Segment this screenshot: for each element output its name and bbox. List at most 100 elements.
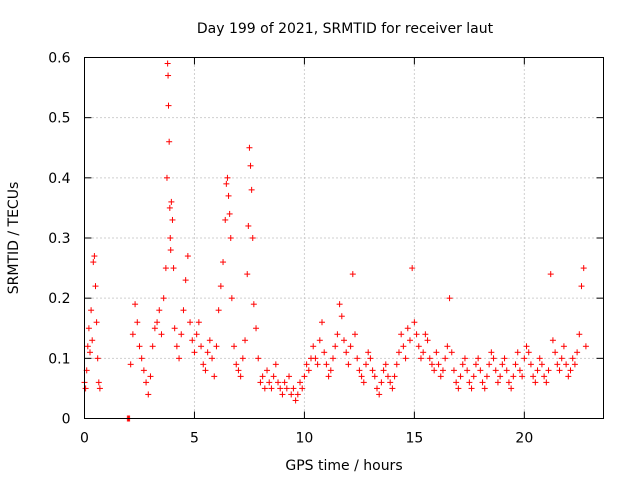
data-point bbox=[516, 367, 523, 374]
data-point bbox=[233, 361, 240, 368]
data-point bbox=[538, 361, 545, 368]
data-point bbox=[283, 385, 290, 392]
data-point bbox=[165, 72, 172, 79]
data-point bbox=[168, 198, 175, 205]
data-point bbox=[569, 355, 576, 362]
data-point bbox=[459, 361, 466, 368]
data-point bbox=[136, 343, 143, 350]
data-point bbox=[472, 361, 479, 368]
data-point bbox=[89, 337, 96, 344]
y-tick-label: 0.4 bbox=[48, 171, 70, 187]
data-point bbox=[325, 373, 332, 380]
data-point bbox=[503, 367, 510, 374]
data-point bbox=[534, 367, 541, 374]
data-point bbox=[426, 355, 433, 362]
data-point bbox=[501, 355, 508, 362]
data-point bbox=[178, 331, 185, 338]
data-point bbox=[268, 385, 275, 392]
data-point bbox=[461, 355, 468, 362]
data-point bbox=[369, 367, 376, 374]
data-point bbox=[294, 391, 301, 398]
data-point bbox=[160, 295, 167, 302]
data-point bbox=[387, 379, 394, 386]
data-point bbox=[151, 325, 158, 332]
plot-frame bbox=[84, 57, 604, 419]
data-point bbox=[475, 355, 482, 362]
data-point bbox=[466, 379, 473, 386]
data-point bbox=[371, 373, 378, 380]
x-tick-label: 15 bbox=[405, 431, 423, 447]
data-point bbox=[563, 361, 570, 368]
data-point bbox=[316, 337, 323, 344]
data-point bbox=[147, 373, 154, 380]
data-point bbox=[169, 216, 176, 223]
data-point bbox=[327, 367, 334, 374]
data-point bbox=[437, 373, 444, 380]
data-point bbox=[301, 373, 308, 380]
x-tick-label: 0 bbox=[80, 431, 89, 447]
data-point bbox=[211, 373, 218, 380]
data-point bbox=[582, 343, 589, 350]
data-point bbox=[510, 373, 517, 380]
data-point bbox=[222, 216, 229, 223]
data-point bbox=[442, 355, 449, 362]
data-point bbox=[373, 385, 380, 392]
data-point bbox=[154, 319, 161, 326]
data-point bbox=[206, 337, 213, 344]
data-point bbox=[494, 379, 501, 386]
data-point bbox=[253, 325, 260, 332]
data-point bbox=[514, 349, 521, 356]
data-point bbox=[176, 355, 183, 362]
data-point bbox=[382, 361, 389, 368]
grid-lines bbox=[84, 57, 604, 419]
data-point bbox=[94, 355, 101, 362]
data-point bbox=[149, 343, 156, 350]
data-point bbox=[393, 361, 400, 368]
data-point bbox=[543, 379, 550, 386]
data-point bbox=[424, 337, 431, 344]
data-point bbox=[82, 385, 89, 392]
data-point bbox=[187, 319, 194, 326]
x-tick-label: 10 bbox=[296, 431, 314, 447]
data-point bbox=[547, 271, 554, 278]
data-point bbox=[336, 301, 343, 308]
data-point bbox=[209, 355, 216, 362]
data-point bbox=[532, 379, 539, 386]
data-point bbox=[367, 355, 374, 362]
data-point bbox=[455, 385, 462, 392]
data-point bbox=[247, 162, 254, 169]
data-point bbox=[248, 186, 255, 193]
data-point bbox=[297, 379, 304, 386]
data-point bbox=[358, 373, 365, 380]
data-point bbox=[88, 307, 95, 314]
data-point bbox=[448, 349, 455, 356]
data-point bbox=[189, 337, 196, 344]
data-point bbox=[231, 343, 238, 350]
data-point bbox=[356, 367, 363, 374]
data-point bbox=[464, 367, 471, 374]
data-point bbox=[571, 361, 578, 368]
data-point bbox=[384, 373, 391, 380]
data-point bbox=[167, 247, 174, 254]
data-point bbox=[259, 373, 266, 380]
data-point bbox=[488, 349, 495, 356]
data-point bbox=[191, 349, 198, 356]
data-points bbox=[81, 60, 589, 422]
data-point bbox=[163, 174, 170, 181]
data-point bbox=[193, 331, 200, 338]
data-point bbox=[237, 373, 244, 380]
y-tick-label: 0.3 bbox=[48, 231, 70, 247]
data-point bbox=[497, 373, 504, 380]
data-point bbox=[242, 337, 249, 344]
data-point bbox=[508, 385, 515, 392]
data-point bbox=[158, 331, 165, 338]
data-point bbox=[171, 325, 178, 332]
data-point bbox=[481, 385, 488, 392]
data-point bbox=[134, 319, 141, 326]
data-point bbox=[409, 265, 416, 272]
data-point bbox=[505, 379, 512, 386]
data-point bbox=[228, 295, 235, 302]
data-point bbox=[444, 343, 451, 350]
data-point bbox=[167, 235, 174, 241]
